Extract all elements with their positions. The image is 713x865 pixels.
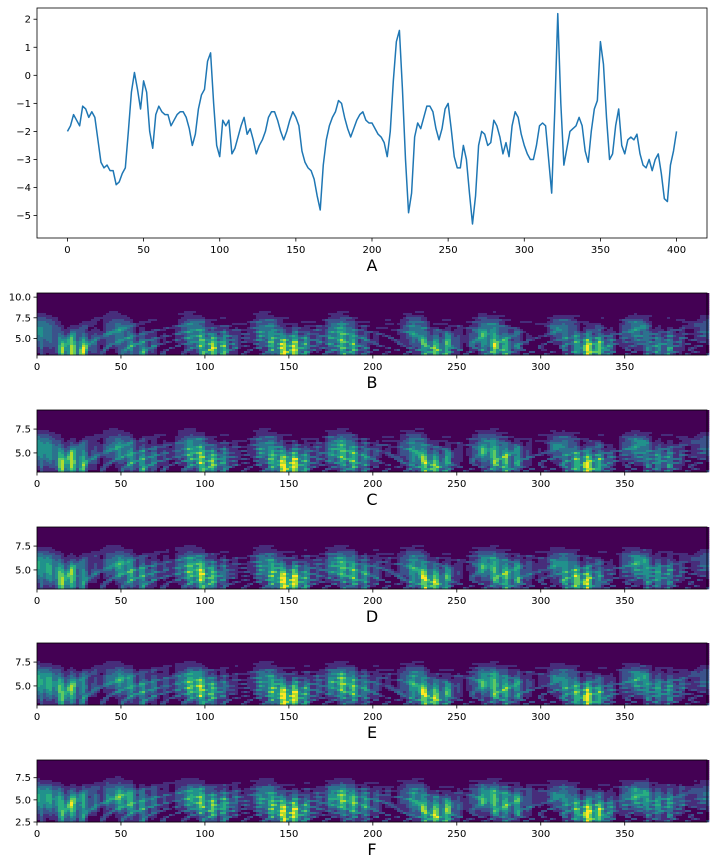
heatmap-cells [37,760,710,823]
panel-label: F [367,840,376,859]
panel-e-heatmap: 0 50 100 150 200 250 300 350 5.0 7.5 E [15,642,710,742]
axes-frame [36,7,708,239]
x-tick-label: 150 [279,829,298,840]
x-tick-label: 200 [363,829,382,840]
y-tick-label: 5.0 [15,681,31,692]
heatmap-cells [37,643,710,706]
x-tick-label: 350 [615,362,634,373]
panel-b-heatmap: 0 50 100 150 200 250 300 350 5.0 7.5 10.0 B [9,292,710,392]
x-tick-label: 400 [667,245,686,256]
x-tick-label: 150 [286,245,305,256]
axes-frame [36,526,708,590]
x-tick-label: 200 [363,362,382,373]
x-tick-label: 350 [591,245,610,256]
x-tick-label: 300 [531,362,550,373]
y-tick-label: 2.5 [15,818,31,829]
y-tick-label: 5.0 [15,565,31,576]
y-tick-label: −1 [16,99,31,110]
y-tick-label: 7.5 [15,658,31,669]
panel-d-heatmap: 0 50 100 150 200 250 300 350 5.0 7.5 D [15,526,710,626]
x-tick-label: 350 [615,479,634,490]
x-tick-label: 50 [115,829,128,840]
y-tick-label: 2 [25,15,31,26]
x-tick-label: 200 [363,712,382,723]
x-tick-label: 300 [531,712,550,723]
y-tick-label: 10.0 [9,293,31,304]
y-tick-label: 7.5 [15,773,31,784]
y-tick-label: 0 [25,71,31,82]
x-tick-label: 100 [195,596,214,607]
x-tick-label: 250 [447,596,466,607]
y-tick-label: 5.0 [15,795,31,806]
x-tick-label: 50 [137,245,150,256]
panel-a-line-chart: 0 50 100 150 200 250 300 350 400 −5 −4 −3 −2 −1 0 1 2 A [16,7,708,275]
x-tick-label: 100 [195,829,214,840]
x-tick-label: 0 [34,829,40,840]
panel-c-heatmap: 0 50 100 150 200 250 300 350 5.0 7.5 C [15,409,710,509]
x-tick-label: 0 [64,245,70,256]
x-tick-label: 0 [34,479,40,490]
x-tick-label: 200 [363,596,382,607]
panel-f-heatmap: 0 50 100 150 200 250 300 350 2.5 5.0 7.5 F [15,759,710,859]
axes-frame [36,292,708,356]
x-tick-label: 350 [615,596,634,607]
x-tick-label: 300 [531,479,550,490]
y-tick-label: 7.5 [15,313,31,324]
heatmap-cells [37,293,710,356]
x-tick-label: 150 [279,479,298,490]
panel-label: B [367,373,378,392]
x-tick-label: 50 [115,712,128,723]
y-tick-label: 5.0 [15,334,31,345]
y-tick-label: 1 [25,43,31,54]
heatmap-cells [37,410,710,473]
x-tick-label: 50 [115,362,128,373]
panel-label: E [367,723,377,742]
x-tick-label: 250 [447,362,466,373]
x-tick-label: 350 [615,712,634,723]
x-tick-label: 150 [279,362,298,373]
x-tick-label: 200 [362,245,381,256]
heatmap-cells [37,527,710,590]
x-tick-label: 100 [210,245,229,256]
panel-label: D [366,607,378,626]
x-tick-label: 100 [195,479,214,490]
y-tick-label: −3 [16,155,31,166]
x-tick-label: 250 [447,479,466,490]
panel-label: C [366,490,377,509]
y-tick-label: −5 [16,211,31,222]
x-tick-label: 0 [34,596,40,607]
x-tick-label: 0 [34,712,40,723]
axes-frame [36,759,708,823]
x-tick-label: 100 [195,712,214,723]
x-tick-label: 250 [439,245,458,256]
x-tick-label: 50 [115,596,128,607]
x-tick-label: 50 [115,479,128,490]
panel-label: A [367,256,378,275]
series-line [66,12,678,225]
x-tick-label: 200 [363,479,382,490]
y-tick-label: 7.5 [15,542,31,553]
axes-frame [36,409,708,473]
x-tick-label: 150 [279,596,298,607]
y-tick-label: −2 [16,127,31,138]
x-tick-label: 250 [447,712,466,723]
y-tick-label: 5.0 [15,448,31,459]
x-tick-label: 300 [531,829,550,840]
x-tick-label: 300 [515,245,534,256]
x-tick-label: 100 [195,362,214,373]
x-tick-label: 300 [531,596,550,607]
y-tick-label: 7.5 [15,425,31,436]
x-tick-label: 350 [615,829,634,840]
x-tick-label: 150 [279,712,298,723]
x-tick-label: 250 [447,829,466,840]
axes-frame [36,642,708,706]
y-tick-label: −4 [16,183,31,194]
x-tick-label: 0 [34,362,40,373]
